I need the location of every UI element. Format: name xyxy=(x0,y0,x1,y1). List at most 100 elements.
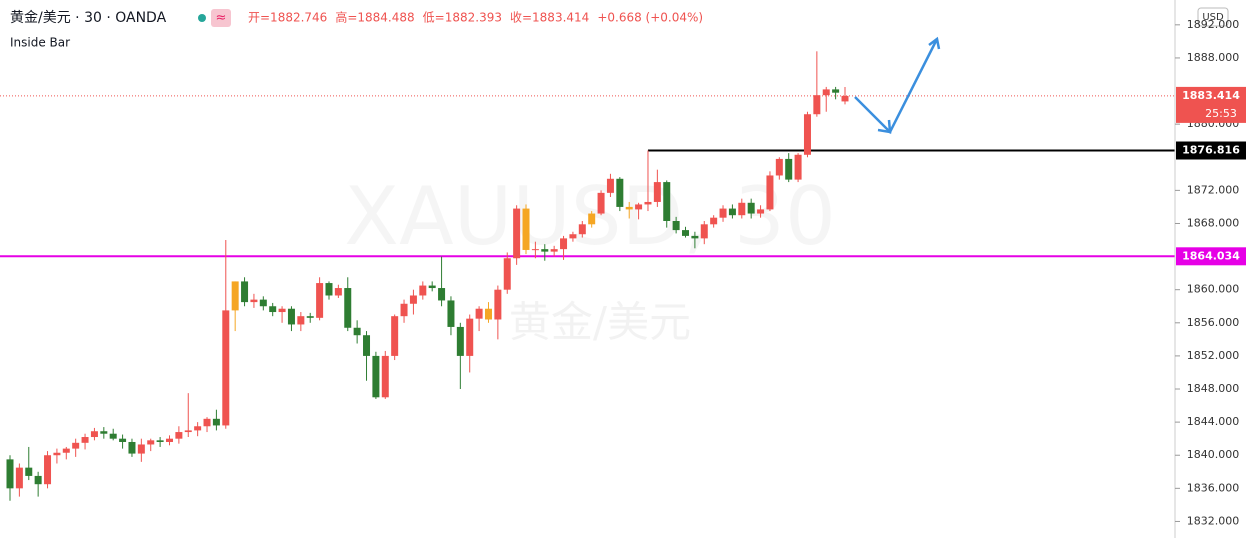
candle-body xyxy=(775,158,783,176)
candle-body xyxy=(513,208,521,259)
candle-body xyxy=(62,448,70,453)
candle-body xyxy=(494,289,502,320)
candle-body xyxy=(353,327,361,336)
candle-body xyxy=(475,308,483,319)
candle-body xyxy=(728,208,736,216)
price-label-bg xyxy=(1176,141,1246,160)
ohlc-value: +0.668 (+0.04%) xyxy=(597,11,703,25)
candle-body xyxy=(137,444,145,454)
candle-body xyxy=(438,288,446,301)
candle-body xyxy=(785,158,793,180)
candle-body xyxy=(541,249,549,252)
candle-body xyxy=(381,355,389,398)
y-tick-label: 1848.000 xyxy=(1187,382,1240,395)
candle-body xyxy=(766,175,774,210)
candle-body xyxy=(550,249,558,252)
y-tick-label: 1844.000 xyxy=(1187,415,1240,428)
candle-body xyxy=(175,432,183,439)
candle-body xyxy=(447,300,455,327)
candle-body xyxy=(700,224,708,239)
arrow-head xyxy=(928,36,941,50)
countdown: 25:53 xyxy=(1205,107,1237,120)
candle-body xyxy=(400,303,408,317)
candle-body xyxy=(297,316,305,325)
y-tick-label: 1868.000 xyxy=(1187,216,1240,229)
candle-body xyxy=(822,89,830,96)
price-label: 1876.816 xyxy=(1182,144,1240,157)
candle-body xyxy=(672,220,680,231)
candle-body xyxy=(372,355,380,398)
plot-area xyxy=(0,51,1175,501)
last-price-bg xyxy=(1176,86,1246,123)
candle-body xyxy=(710,217,718,225)
candle-body xyxy=(428,285,436,289)
candle-body xyxy=(813,95,821,115)
ohlc-value: 开=1882.746 xyxy=(248,11,327,25)
candle-body xyxy=(747,202,755,214)
candle-body xyxy=(363,335,371,356)
candle-body xyxy=(90,431,98,438)
candle-body xyxy=(278,308,286,313)
candle-body xyxy=(184,430,192,433)
candle-body xyxy=(484,308,492,320)
candle-body xyxy=(569,234,577,239)
candle-body xyxy=(419,285,427,296)
y-tick-label: 1892.000 xyxy=(1187,18,1240,31)
candle-body xyxy=(250,299,258,303)
candle-body xyxy=(503,258,511,290)
candle-body xyxy=(606,178,614,193)
candle-body xyxy=(738,202,746,216)
candle-body xyxy=(757,209,765,214)
candle-body xyxy=(625,206,633,210)
currency: USD xyxy=(1202,12,1224,23)
candle-body xyxy=(344,288,352,328)
candle-body xyxy=(119,438,127,442)
candle-body xyxy=(25,467,33,476)
last-price-label: 1883.414 xyxy=(1182,89,1240,102)
candle-body xyxy=(306,316,314,318)
candle-body xyxy=(466,318,474,356)
candle-body xyxy=(635,204,643,210)
currency-box xyxy=(1197,7,1229,27)
candle-body xyxy=(597,192,605,214)
candle-body xyxy=(203,418,211,427)
candle-body xyxy=(231,281,239,311)
candle-body xyxy=(841,95,849,102)
watermark-name: 黄金/美元 xyxy=(509,298,691,347)
badge-icon: ≈ xyxy=(216,11,227,26)
candle-body xyxy=(72,442,80,449)
y-tick-label: 1856.000 xyxy=(1187,316,1240,329)
y-tick-label: 1860.000 xyxy=(1187,283,1240,296)
candle-body xyxy=(794,154,802,180)
candle-body xyxy=(391,316,399,356)
candle-body xyxy=(53,452,61,456)
candle-body xyxy=(531,249,539,251)
candle-body xyxy=(241,281,249,303)
badge xyxy=(211,9,231,27)
candle-body xyxy=(156,440,164,442)
candle-body xyxy=(691,235,699,239)
candle-body xyxy=(316,283,324,318)
candle-body xyxy=(409,295,417,304)
candle-body xyxy=(259,299,267,307)
candle-body xyxy=(719,208,727,218)
candle-body xyxy=(15,467,23,489)
candle-body xyxy=(663,182,671,221)
ohlc-value: 高=1884.488 xyxy=(335,10,414,25)
candle-body xyxy=(109,433,117,439)
ohlc-value: 低=1882.393 xyxy=(423,11,502,25)
y-tick-label: 1852.000 xyxy=(1187,349,1240,362)
y-tick-label: 1832.000 xyxy=(1187,514,1240,527)
y-tick-label: 1836.000 xyxy=(1187,481,1240,494)
candle-body xyxy=(212,418,220,426)
ohlc-value: 收=1883.414 xyxy=(510,11,589,25)
status-dot xyxy=(198,14,206,22)
candle-body xyxy=(588,213,596,225)
y-tick-label: 1840.000 xyxy=(1187,448,1240,461)
candle-body xyxy=(81,437,89,443)
candle-body xyxy=(222,310,230,426)
candle-body xyxy=(100,431,108,434)
arrow-head xyxy=(877,119,892,134)
candle-body xyxy=(616,178,624,207)
